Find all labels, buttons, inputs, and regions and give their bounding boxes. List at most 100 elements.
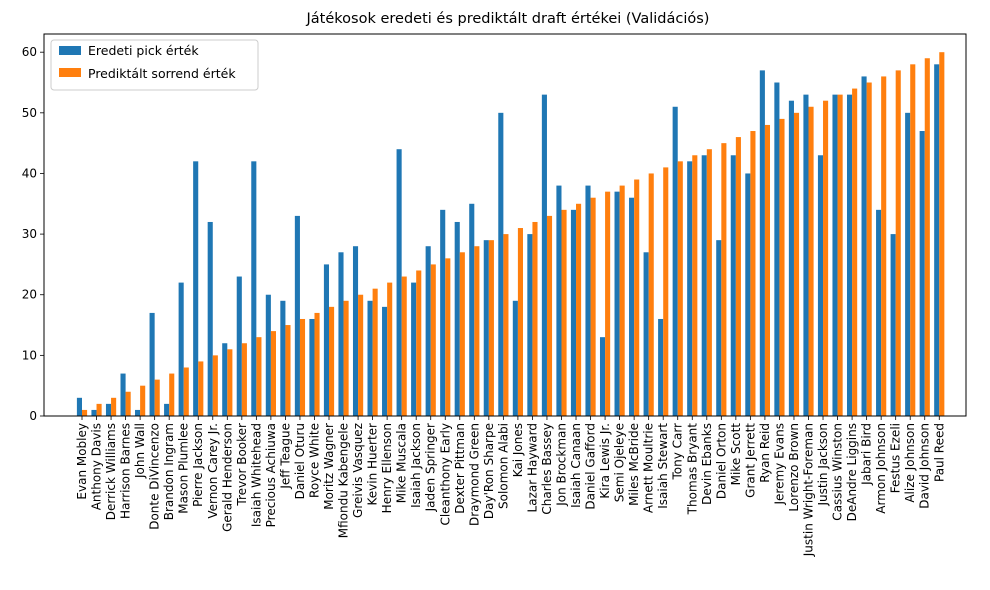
bar-predicted-24 [430,264,436,416]
x-tick-label: Justin Jackson [816,423,830,507]
x-tick-label: Brandon Ingram [162,423,176,520]
x-tick-label: Harrison Barnes [119,423,133,519]
bar-original-18 [338,252,344,416]
bar-predicted-27 [474,246,480,416]
bar-predicted-43 [706,149,712,416]
x-tick-label: Isaiah Canaan [569,423,583,508]
bar-predicted-5 [154,379,160,416]
bar-predicted-4 [140,385,146,416]
bar-original-49 [788,100,794,416]
bar-predicted-22 [401,276,407,416]
bar-original-53 [846,94,853,416]
bar-original-28 [483,240,489,416]
x-tick-label: Miles McBride [627,423,641,506]
bar-original-20 [367,300,373,416]
x-tick-label: Mason Plumlee [177,423,191,514]
x-tick-label: Ryan Reid [758,423,772,483]
x-tick-label: Anthony Davis [90,423,104,510]
bar-original-44 [716,240,722,416]
bar-original-32 [541,94,547,416]
bar-predicted-36 [605,191,611,416]
bar-predicted-33 [561,209,567,416]
bar-predicted-40 [663,167,669,416]
x-tick-label: Gerald Henderson [220,423,234,532]
bar-original-26 [454,221,460,416]
legend: Eredeti pick érték Prediktált sorrend ér… [50,39,259,91]
bar-original-15 [294,215,300,416]
bar-original-43 [701,155,707,416]
bar-original-54 [861,76,867,416]
bar-predicted-59 [939,52,945,416]
bar-original-21 [382,306,388,416]
x-tick-label: Greivis Vasquez [351,423,365,518]
bar-original-6 [164,403,170,416]
legend-label-predicted: Prediktált sorrend érték [88,66,236,81]
bar-original-46 [745,173,751,416]
legend-box [50,39,259,91]
bar-original-48 [774,82,780,416]
x-tick-label: Festus Ezeli [889,423,903,493]
bar-original-17 [323,264,330,416]
bar-original-31 [527,234,533,416]
y-tick-label: 10 [22,348,37,362]
bar-predicted-55 [881,76,887,416]
x-tick-label: Justin Wright-Foreman [802,423,816,557]
bar-predicted-11 [241,343,247,416]
bar-original-55 [876,209,882,416]
bar-predicted-31 [532,221,538,416]
bar-predicted-12 [256,337,262,416]
bar-predicted-38 [634,179,640,416]
x-tick-label: Trevor Booker [235,423,249,507]
x-tick-label: Cassius Winston [831,423,845,521]
bar-original-52 [832,94,838,416]
x-tick-label: Charles Bassey [540,423,554,515]
bar-predicted-49 [793,112,800,416]
x-tick-label: Isaiah Jackson [409,423,423,508]
x-tick-label: Daniel Orton [714,423,728,499]
bar-predicted-0 [82,409,88,416]
bar-original-35 [585,185,591,416]
x-tick-label: David Johnson [918,423,932,509]
x-tick-label: Tony Carr [671,423,685,481]
bar-original-5 [149,312,155,416]
bar-predicted-28 [488,240,494,416]
bar-predicted-52 [837,94,843,416]
bar-predicted-10 [227,349,233,416]
x-tick-label: Thomas Bryant [685,423,699,516]
x-tick-label: Kai Jones [511,423,525,477]
bar-original-9 [207,221,213,416]
bar-original-23 [411,282,417,416]
bar-predicted-58 [924,58,930,416]
x-tick-label: Moritz Wagner [322,423,336,510]
bar-original-57 [905,112,911,416]
bar-original-22 [396,149,402,416]
bar-predicted-15 [299,318,306,416]
bar-original-40 [658,318,664,416]
bar-original-2 [105,403,112,416]
x-tick-label: Royce White [307,423,321,498]
chart-title: Játékosok eredeti és prediktált draft ér… [306,11,710,27]
bars-group [76,52,945,416]
x-tick-label: Vernon Carey Jr. [206,423,220,519]
y-tick-label: 60 [22,45,37,59]
bar-original-51 [817,155,824,416]
y-tick-label: 50 [22,106,37,120]
bar-original-56 [890,234,896,416]
x-tick-label: Lorenzo Brown [787,423,801,512]
x-tick-label: Isaiah Stewart [656,423,670,509]
bar-predicted-51 [823,100,829,416]
x-tick-label: John Wall [133,423,147,479]
legend-label-original: Eredeti pick érték [88,43,199,58]
bar-predicted-35 [590,197,596,416]
bar-predicted-13 [270,331,276,416]
x-tick-label: Kira Lewis Jr. [598,423,612,499]
x-tick-label: Alize Johnson [903,423,917,503]
x-tick-label: Mike Muscala [395,423,409,503]
bar-predicted-47 [764,124,771,416]
y-tick-label: 40 [22,166,37,180]
x-tick-label: Draymond Green [467,423,481,526]
bar-predicted-26 [459,252,465,416]
bar-original-10 [222,343,228,416]
x-tick-label: Semi Ojeleye [613,423,627,502]
